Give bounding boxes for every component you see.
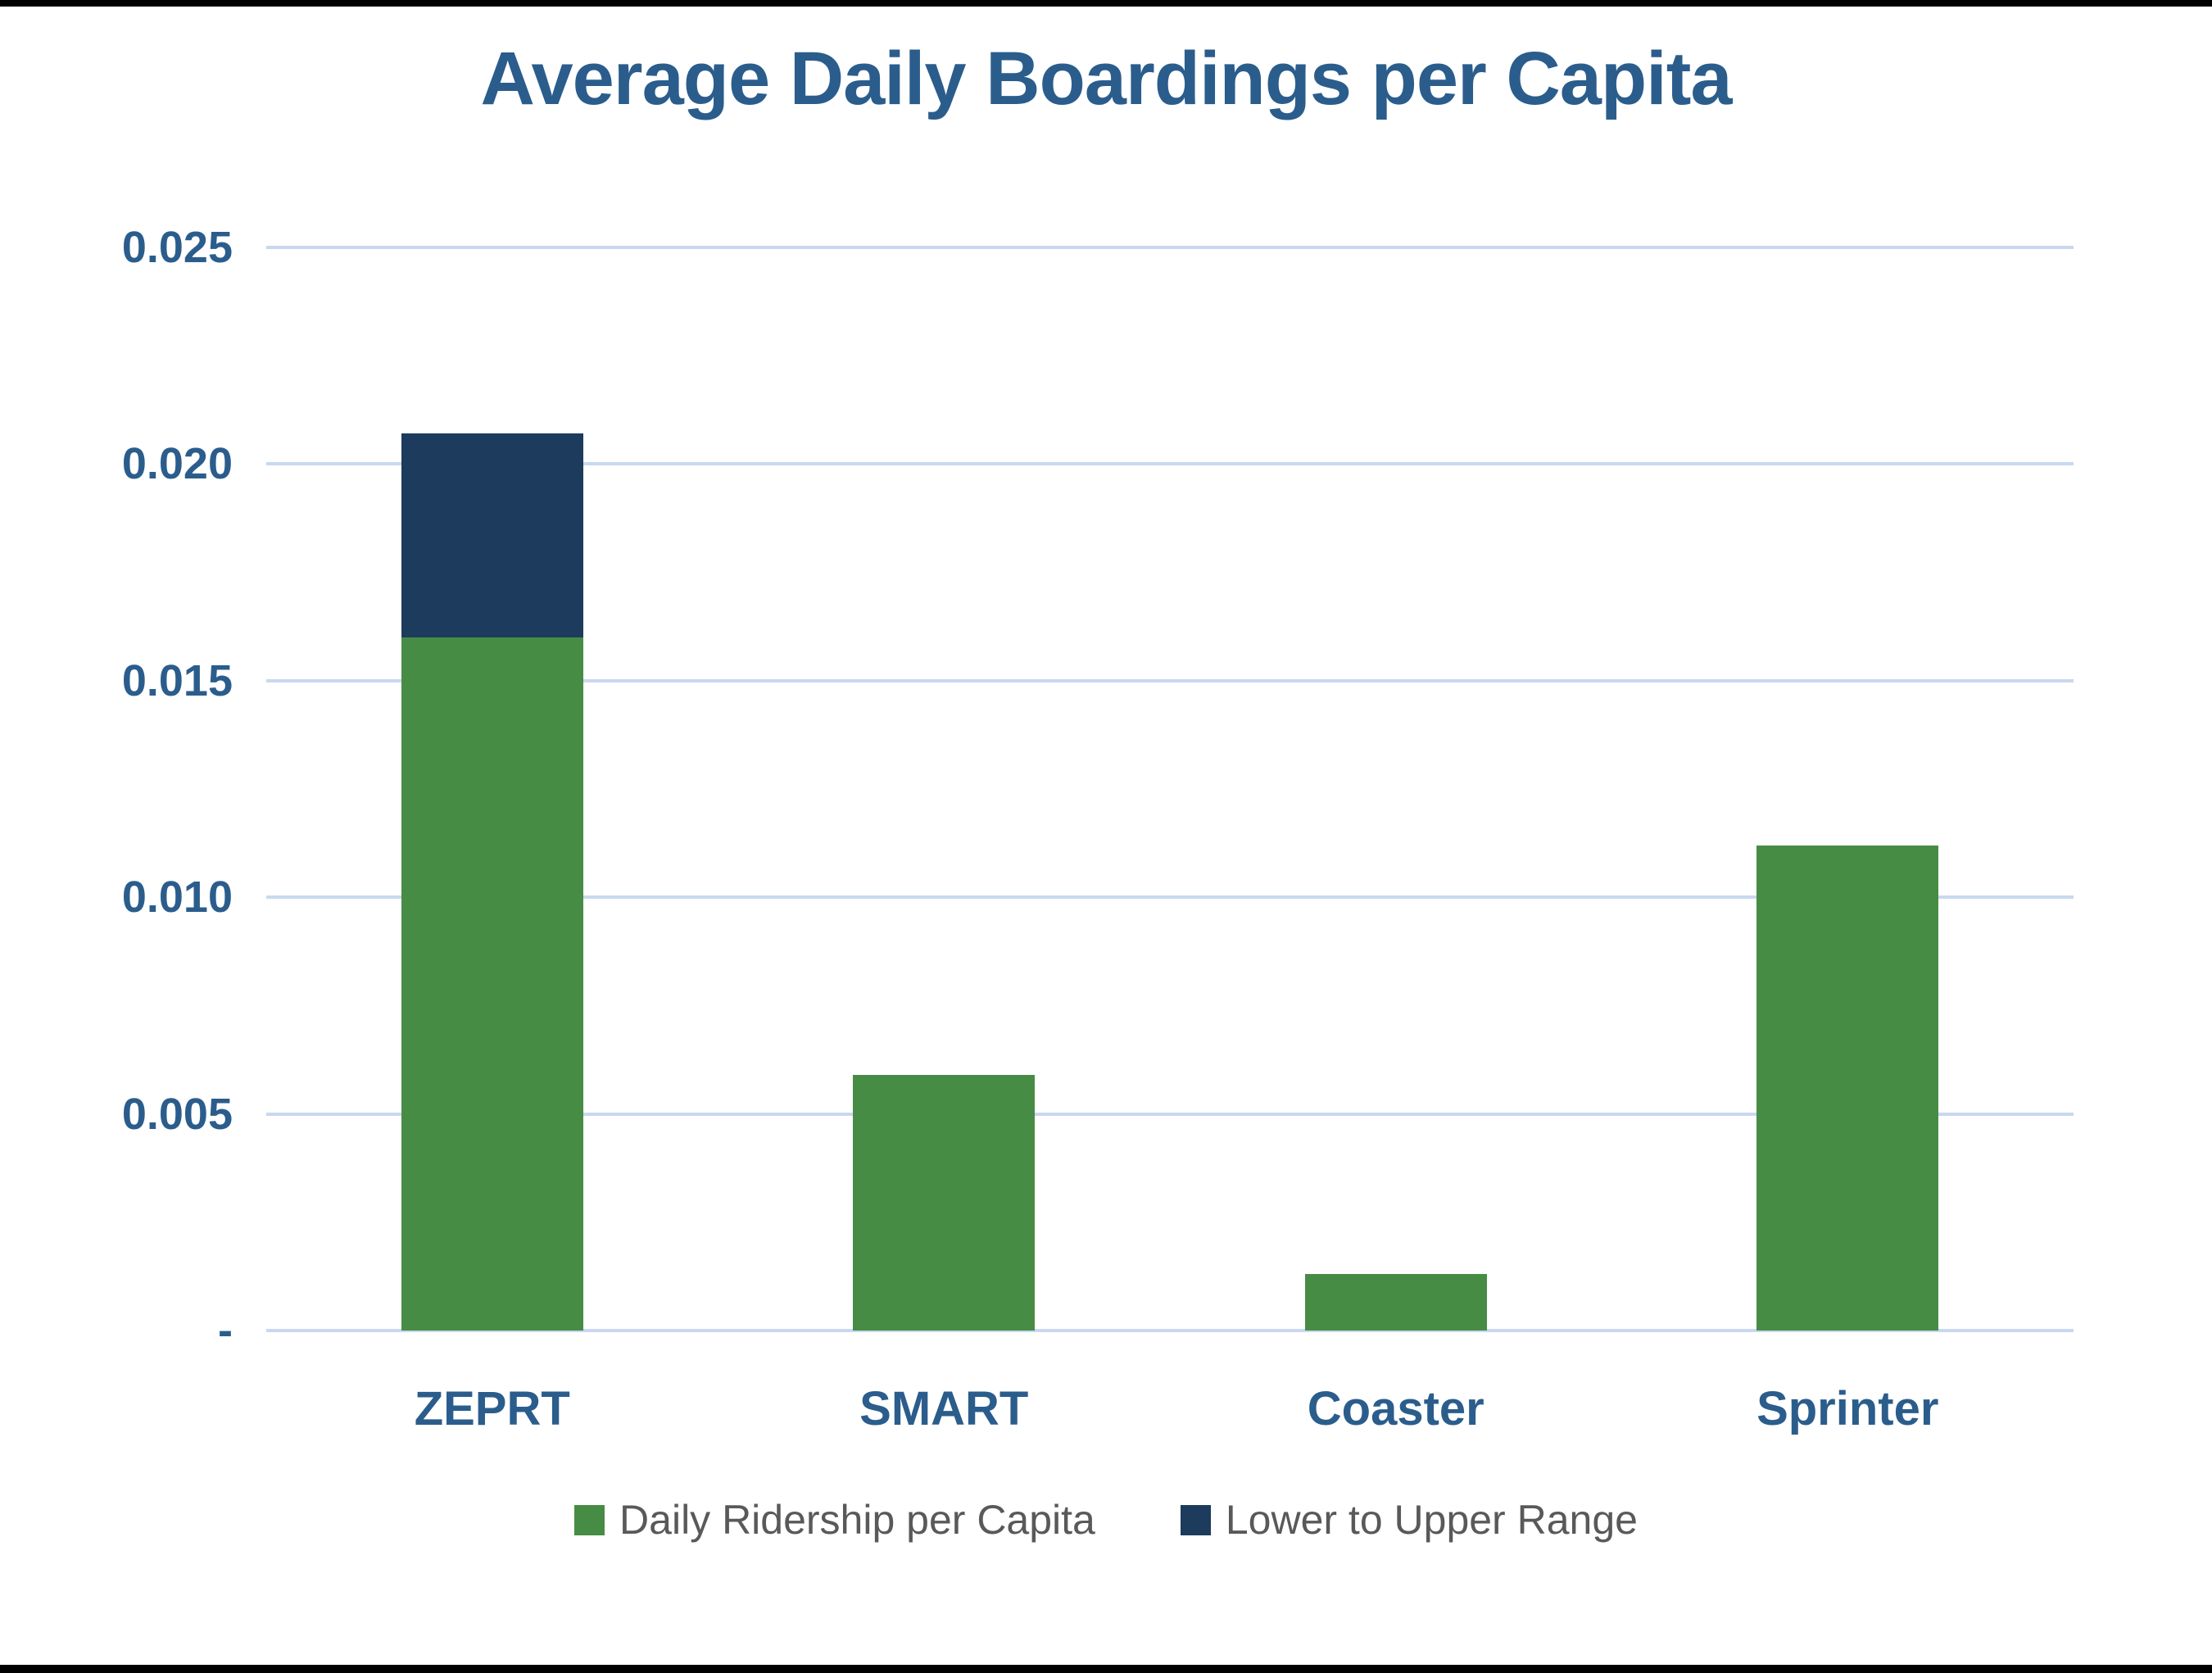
gridline-0-015 <box>266 678 2074 682</box>
ytick-label: 0.025 <box>121 223 233 272</box>
gridline-0-010 <box>266 895 2074 900</box>
chart-title: Average Daily Boardings per Capita <box>480 37 1732 120</box>
bar-sprinter-daily-ridership-per-capita <box>1756 845 1939 1331</box>
ytick-label: 0.020 <box>121 439 233 489</box>
top-border-band <box>0 0 2212 7</box>
xtick-label-coaster: Coaster <box>1307 1382 1484 1435</box>
legend-item-lower-to-upper-range: Lower to Upper Range <box>1180 1496 1638 1544</box>
xtick-label-zeprt: ZEPRT <box>414 1382 570 1435</box>
ytick-label: 0.005 <box>121 1089 233 1139</box>
legend-swatch-icon <box>1180 1504 1211 1535</box>
chart-legend: Daily Ridership per Capita Lower to Upper… <box>0 1496 2212 1544</box>
legend-swatch-icon <box>574 1504 605 1535</box>
bar-zeprt-daily-ridership-per-capita <box>401 637 583 1331</box>
legend-label: Lower to Upper Range <box>1225 1497 1638 1543</box>
ytick-label: - <box>218 1306 233 1355</box>
bar-coaster-daily-ridership-per-capita <box>1304 1274 1487 1331</box>
gridline-0-025 <box>266 246 2074 249</box>
legend-label: Daily Ridership per Capita <box>619 1497 1095 1543</box>
plot-area <box>266 246 2074 1332</box>
xtick-label-sprinter: Sprinter <box>1756 1382 1939 1435</box>
bottom-border-band <box>0 1665 2212 1673</box>
gridline-0-020 <box>266 462 2074 466</box>
gridline- <box>266 1329 2074 1332</box>
xtick-label-smart: SMART <box>859 1382 1029 1435</box>
legend-item-daily-ridership-per-capita: Daily Ridership per Capita <box>574 1496 1095 1544</box>
ytick-label: 0.015 <box>121 655 233 705</box>
bar-zeprt-lower-to-upper-range <box>401 433 583 637</box>
gridline-0-005 <box>266 1112 2074 1116</box>
bar-smart-daily-ridership-per-capita <box>853 1075 1036 1331</box>
ytick-label: 0.010 <box>121 873 233 923</box>
